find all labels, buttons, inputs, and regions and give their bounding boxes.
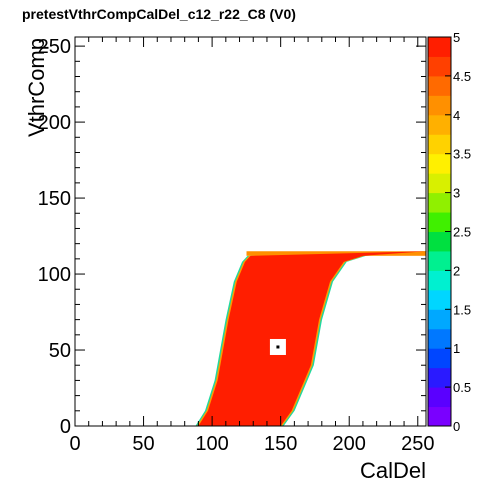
colorbar-tick-label: 0.5 bbox=[453, 380, 471, 395]
colorbar-segment bbox=[428, 348, 451, 369]
colorbar-tick-label: 0 bbox=[453, 419, 460, 434]
x-tick-label: 100 bbox=[195, 433, 228, 455]
region-top-strip bbox=[246, 251, 426, 256]
x-tick-label: 250 bbox=[401, 433, 434, 455]
colorbar-segment bbox=[428, 367, 451, 388]
axes: 0 50 100 150 200 250 0 50 100 150 200 250 CalDel Vthr… bbox=[24, 36, 434, 483]
y-axis-label: VthrComp bbox=[24, 38, 49, 137]
colorbar-tick-label: 3 bbox=[453, 186, 460, 201]
colorbar-segment bbox=[428, 250, 451, 271]
y-tick-label: 100 bbox=[38, 264, 71, 286]
colorbar-segment bbox=[428, 114, 451, 135]
plot-area bbox=[195, 251, 429, 426]
colorbar-tick-label: 5 bbox=[453, 30, 460, 45]
colorbar-segment bbox=[428, 309, 451, 330]
y-tick-label: 0 bbox=[60, 416, 71, 438]
colorbar-segment bbox=[428, 153, 451, 174]
colorbar-segment bbox=[428, 406, 451, 427]
colorbar-segment bbox=[428, 75, 451, 96]
colorbar-segment bbox=[428, 270, 451, 291]
colorbar-tick-label: 2.5 bbox=[453, 225, 471, 240]
region-main bbox=[198, 251, 426, 426]
colorbar: 0 0.5 1 1.5 2 2.5 3 3.5 4 4.5 5 bbox=[427, 30, 471, 434]
y-tick-label: 250 bbox=[38, 36, 71, 58]
y-tick-label: 150 bbox=[38, 188, 71, 210]
x-tick-label: 0 bbox=[69, 433, 80, 455]
colorbar-segment bbox=[428, 387, 451, 408]
colorbar-tick-label: 2 bbox=[453, 263, 460, 278]
colorbar-segment bbox=[428, 56, 451, 77]
colorbar-tick-label: 4 bbox=[453, 108, 460, 123]
colorbar-segment bbox=[428, 95, 451, 116]
colorbar-tick-label: 3.5 bbox=[453, 147, 471, 162]
colorbar-tick-label: 1 bbox=[453, 341, 460, 356]
marker-dot bbox=[276, 345, 280, 349]
colorbar-segment bbox=[428, 212, 451, 232]
colorbar-segment bbox=[428, 231, 451, 252]
y-tick-label: 50 bbox=[49, 340, 71, 362]
plot-frame bbox=[74, 36, 427, 427]
colorbar-segment bbox=[428, 289, 451, 310]
colorbar-segment bbox=[428, 37, 451, 57]
colorbar-tick-label: 1.5 bbox=[453, 302, 471, 317]
x-tick-label: 50 bbox=[132, 433, 154, 455]
y-tick-label: 200 bbox=[38, 112, 71, 134]
colorbar-tick-label: 4.5 bbox=[453, 69, 471, 84]
colorbar-segment bbox=[428, 192, 451, 213]
x-axis-label: CalDel bbox=[360, 458, 426, 483]
colorbar-segment bbox=[428, 173, 451, 194]
colorbar-segment bbox=[428, 134, 451, 155]
colorbar-segment bbox=[428, 328, 451, 349]
chart-title: pretestVthrCompCalDel_c12_r22_C8 (V0) bbox=[22, 6, 296, 22]
x-tick-label: 200 bbox=[333, 433, 366, 455]
x-tick-label: 150 bbox=[264, 433, 297, 455]
